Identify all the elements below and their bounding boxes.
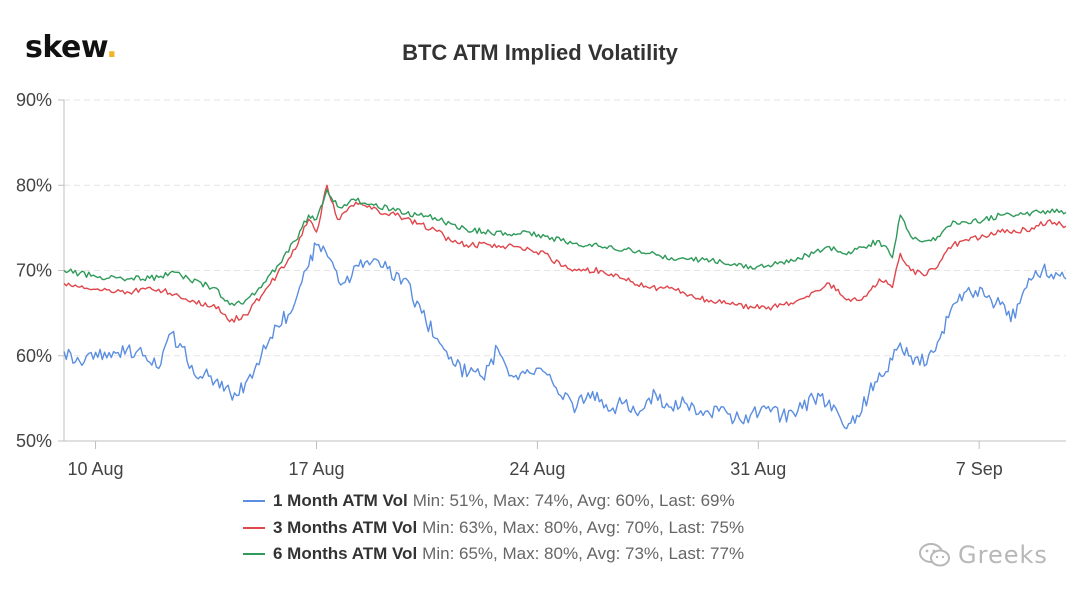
legend-name-6m: 6 Months ATM Vol — [273, 544, 418, 563]
legend-item-1m[interactable]: 1 Month ATM Vol Min: 51%, Max: 74%, Avg:… — [243, 488, 744, 515]
legend-stats-3m: Min: 63%, Max: 80%, Avg: 70%, Last: 75% — [422, 517, 745, 537]
legend-item-6m[interactable]: 6 Months ATM Vol Min: 65%, Max: 80%, Avg… — [243, 541, 744, 568]
legend-name-3m: 3 Months ATM Vol — [273, 517, 418, 537]
legend-stats-6m: Min: 65%, Max: 80%, Avg: 73%, Last: 77% — [422, 544, 745, 563]
series-line-6m — [63, 188, 1067, 307]
legend-swatch-3m — [243, 526, 265, 529]
watermark-text: Greeks — [958, 541, 1048, 569]
legend-item-3m[interactable]: 3 Months ATM Vol Min: 63%, Max: 80%, Avg… — [243, 515, 744, 542]
axes: 50% 60% 70% 80% 90% 10 Aug 17 Aug 24 Aug 31 Aug 7… — [16, 90, 1066, 479]
legend-swatch-6m — [243, 553, 265, 556]
x-tick-label: 10 Aug — [68, 459, 124, 479]
logo-text: skew — [25, 30, 107, 65]
y-tick-label: 60% — [16, 346, 52, 366]
x-tick-label: 24 Aug — [509, 459, 565, 479]
y-tick-label: 70% — [16, 261, 52, 281]
series-line-3m — [63, 184, 1067, 323]
legend: 1 Month ATM Vol Min: 51%, Max: 74%, Avg:… — [243, 488, 744, 568]
legend-swatch-1m — [243, 500, 265, 503]
skew-logo: skew. — [25, 30, 118, 65]
x-tick-label: 7 Sep — [956, 459, 1003, 479]
x-tick-label: 17 Aug — [288, 459, 344, 479]
x-tick-label: 31 Aug — [730, 459, 786, 479]
chart-title: BTC ATM Implied Volatility — [402, 40, 678, 65]
logo-dot: . — [106, 30, 118, 65]
y-tick-label: 80% — [16, 175, 52, 195]
y-tick-label: 50% — [16, 431, 52, 451]
series-lines — [63, 184, 1067, 430]
y-tick-label: 90% — [16, 90, 52, 110]
legend-name-1m: 1 Month ATM Vol — [273, 491, 408, 510]
watermark: Greeks — [918, 541, 1048, 569]
series-line-1m — [63, 242, 1067, 430]
grid-lines — [64, 99, 1066, 357]
wechat-icon — [919, 543, 950, 567]
legend-stats-1m: Min: 51%, Max: 74%, Avg: 60%, Last: 69% — [412, 491, 735, 510]
